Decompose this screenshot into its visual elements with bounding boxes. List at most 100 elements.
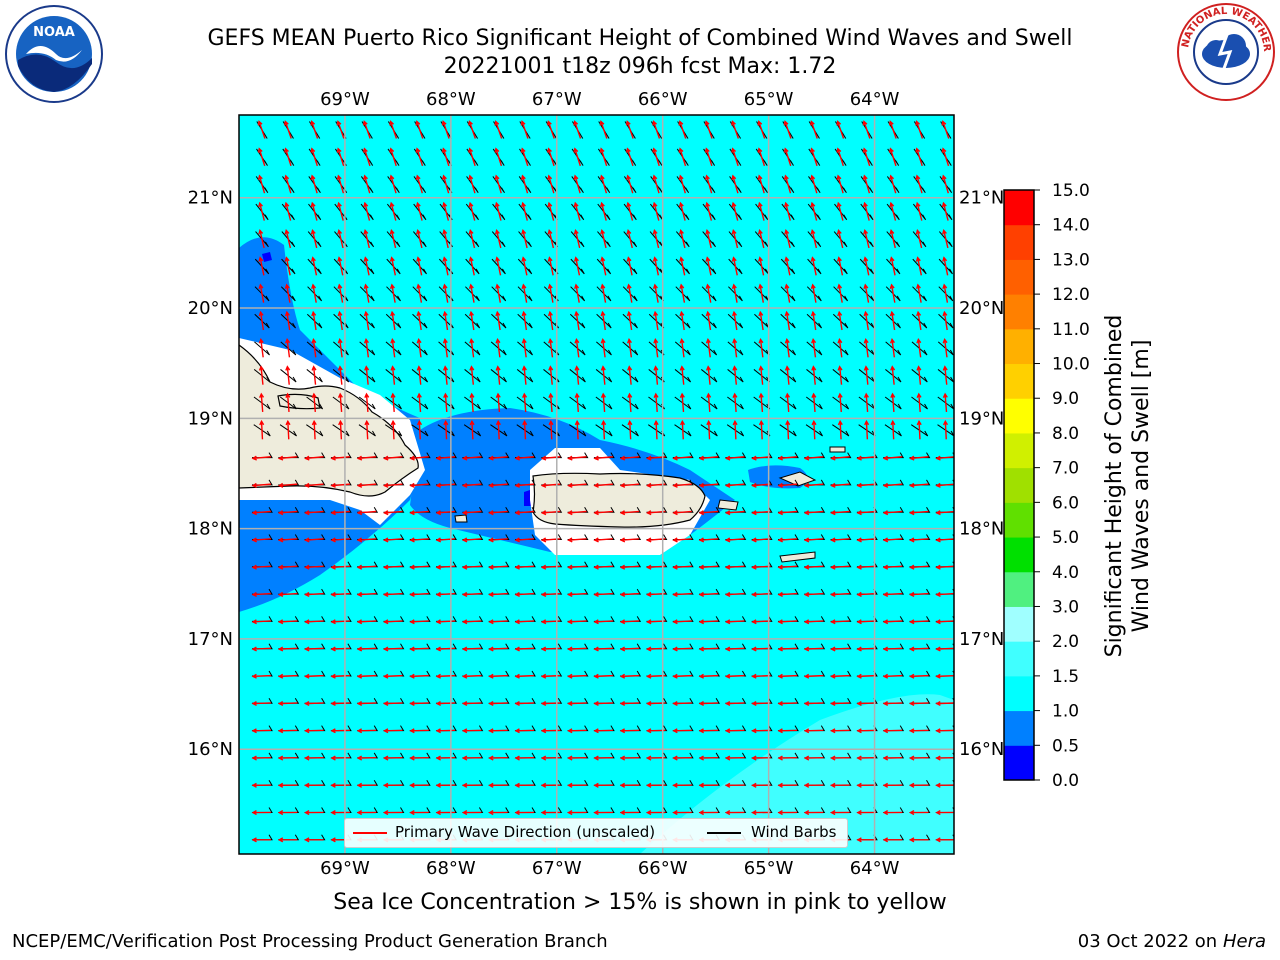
wave-direction-arrowhead	[304, 619, 310, 625]
wave-direction-arrowhead	[514, 782, 520, 788]
wave-direction-arrow	[364, 175, 371, 194]
wave-direction-arrowhead	[731, 283, 737, 289]
wave-direction-arrowhead	[251, 482, 257, 488]
wave-direction-arrowhead	[330, 510, 336, 516]
wave-direction-arrow	[707, 393, 711, 413]
wind-barb	[437, 396, 455, 410]
wave-direction-arrowhead	[811, 365, 817, 371]
wave-direction-arrowhead	[856, 700, 862, 707]
wave-direction-arrow	[864, 230, 870, 249]
wave-direction-arrow	[363, 148, 371, 167]
wave-direction-arrow	[752, 592, 771, 596]
wave-direction-arrowhead	[731, 229, 737, 235]
wave-direction-arrowhead	[488, 728, 494, 734]
wave-direction-arrowhead	[751, 782, 757, 788]
wave-direction-arrow	[943, 257, 949, 276]
wave-direction-arrowhead	[383, 646, 389, 652]
wave-direction-arrowhead	[731, 201, 737, 208]
wind-barb	[779, 369, 797, 383]
wind-barb	[360, 203, 374, 221]
wave-direction-arrowhead	[435, 482, 442, 488]
wind-barb	[832, 341, 849, 356]
wave-direction-arrowhead	[619, 728, 626, 734]
wave-direction-arrowhead	[514, 482, 520, 488]
chart-title: GEFS MEAN Puerto Rico Significant Height…	[207, 26, 1073, 51]
wave-direction-arrow	[358, 456, 377, 460]
wind-barb	[360, 231, 375, 248]
wind-barb	[384, 424, 403, 437]
wave-direction-arrow	[313, 421, 316, 440]
wave-direction-arrowhead	[731, 256, 737, 262]
wave-direction-arrowhead	[409, 537, 415, 543]
wind-barb	[806, 341, 823, 356]
wind-barb	[938, 231, 953, 248]
wave-direction-arrowhead	[468, 256, 474, 262]
wave-direction-arrow	[731, 148, 739, 167]
wave-direction-arrowhead	[540, 455, 547, 461]
wind-barb	[570, 286, 586, 302]
wind-barb	[308, 176, 321, 194]
lat-tick-label-left: 17°N	[188, 629, 233, 650]
wave-direction-arrow	[760, 366, 764, 385]
wind-barb	[385, 341, 402, 356]
wave-direction-arrowhead	[257, 120, 263, 126]
wave-direction-arrow	[936, 483, 954, 487]
wave-direction-arrow	[891, 339, 896, 358]
wave-direction-arrow	[331, 592, 350, 596]
wave-direction-arrowhead	[567, 673, 573, 679]
wave-direction-arrowhead	[678, 120, 684, 126]
wave-direction-arrow	[515, 702, 535, 705]
wave-direction-arrowhead	[488, 564, 494, 570]
wave-direction-arrow	[437, 674, 456, 678]
wave-direction-arrow	[338, 257, 344, 276]
wave-direction-arrowhead	[882, 510, 889, 516]
wave-direction-arrow	[910, 565, 929, 569]
wave-direction-arrow	[521, 175, 529, 194]
wave-direction-arrowhead	[698, 700, 704, 707]
wave-direction-arrow	[857, 510, 876, 514]
wave-direction-arrow	[752, 510, 771, 514]
wave-direction-arrow	[621, 620, 640, 623]
wave-direction-arrow	[812, 366, 816, 385]
wind-barb	[280, 286, 296, 302]
wave-direction-arrow	[358, 620, 377, 623]
wave-direction-arrow	[522, 284, 528, 303]
wave-direction-arrowhead	[757, 120, 763, 126]
wave-direction-arrow	[468, 148, 476, 167]
wave-direction-arrow	[732, 257, 738, 276]
wave-direction-arrow	[331, 702, 350, 705]
wind-barb	[569, 424, 587, 437]
wave-direction-arrowhead	[724, 700, 731, 707]
wave-direction-arrowhead	[909, 455, 915, 461]
wave-direction-arrowhead	[441, 120, 447, 126]
wave-direction-arrow	[936, 647, 954, 650]
wave-direction-arrowhead	[836, 147, 842, 153]
wave-direction-arrowhead	[856, 837, 862, 843]
wave-direction-arrow	[942, 121, 950, 139]
wave-direction-arrow	[489, 647, 508, 650]
wave-direction-arrow	[936, 456, 954, 460]
wave-direction-arrowhead	[890, 392, 896, 398]
colorbar-segment	[1004, 224, 1034, 260]
wave-direction-arrow	[416, 148, 424, 167]
wave-direction-arrow	[680, 312, 685, 331]
wave-direction-arrow	[358, 565, 377, 569]
wave-direction-arrowhead	[619, 646, 626, 652]
wave-direction-arrowhead	[567, 537, 573, 543]
wave-direction-arrowhead	[803, 646, 810, 652]
wind-barb	[886, 176, 900, 194]
colorbar-tick-label: 0.5	[1052, 736, 1079, 756]
wave-direction-arrow	[811, 257, 817, 276]
wave-direction-arrow	[305, 565, 324, 569]
wave-direction-arrow	[733, 312, 738, 331]
wave-direction-arrowhead	[856, 455, 862, 461]
wind-barb	[703, 148, 716, 166]
footer-credit: NCEP/EMC/Verification Post Processing Pr…	[12, 931, 608, 952]
wave-direction-arrowhead	[810, 310, 816, 317]
wave-direction-arrow	[252, 456, 272, 460]
wave-direction-arrowhead	[469, 338, 475, 344]
wave-direction-arrowhead	[415, 147, 421, 153]
wave-direction-arrow	[681, 366, 685, 385]
wave-direction-arrow	[891, 393, 895, 413]
wave-direction-arrow	[936, 620, 954, 623]
